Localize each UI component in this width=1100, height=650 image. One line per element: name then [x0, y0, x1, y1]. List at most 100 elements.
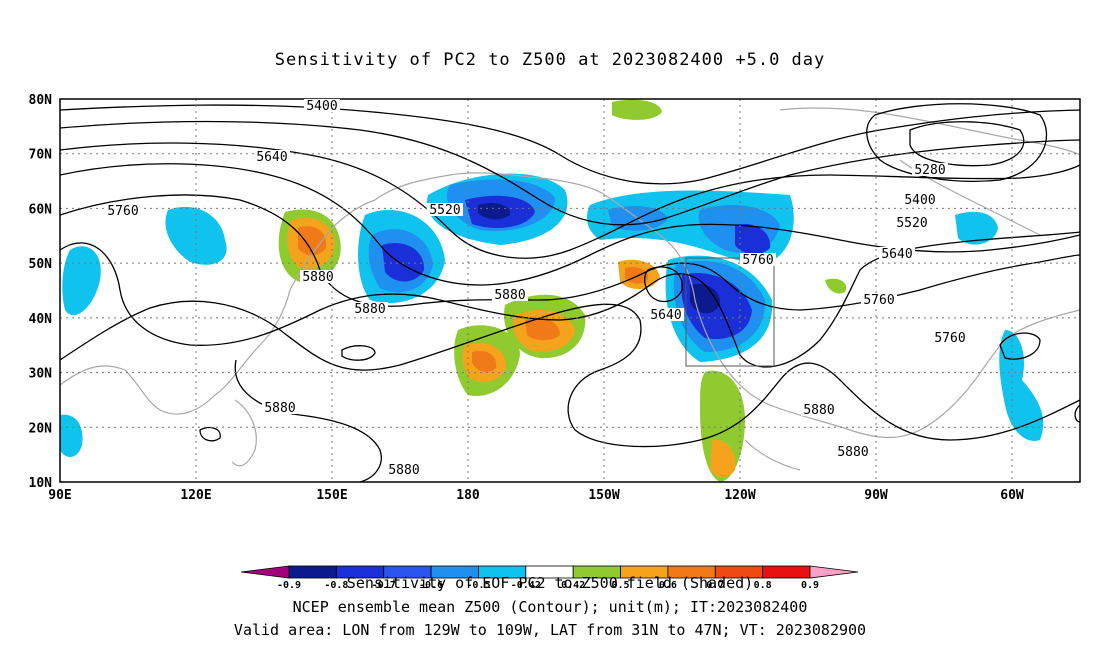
contour-label: 5760: [934, 331, 965, 346]
lat-tick-labels: 80N 70N 60N 50N 40N 30N 20N 10N: [29, 93, 53, 491]
contour-line: [60, 194, 1080, 311]
contour-label: 5760: [107, 204, 138, 219]
lat-tick-label: 60N: [29, 202, 53, 217]
contour-line: [999, 332, 1041, 360]
coast-arctic: [779, 107, 1080, 156]
colorbar-tick-label: -0.9: [277, 580, 301, 591]
lon-tick-label: 90W: [864, 488, 888, 503]
chart-title: Sensitivity of PC2 to Z500 at 2023082400…: [274, 50, 826, 70]
caption-line-1: Sensitivity of EOF PC2 to Z500 field (Sh…: [346, 574, 754, 592]
contour-line: [1074, 404, 1080, 423]
colorbar-tick-label: -0.8: [324, 580, 348, 591]
contour-line: [60, 163, 1080, 286]
shade-patch: [472, 350, 497, 372]
caption-line-3: Valid area: LON from 129W to 109W, LAT f…: [233, 621, 867, 639]
contour-label-bg: [912, 163, 948, 176]
contour-label: 5880: [354, 302, 385, 317]
contour-label: 5880: [494, 288, 525, 303]
contour-label-bg: [894, 216, 930, 229]
lon-tick-label: 180: [456, 488, 480, 503]
contour-label-bg: [835, 445, 871, 458]
contour-labels: 5400 5640 5760 5520 5280 5400 5520 5640 5760 5880…: [105, 99, 968, 478]
contour-label-bg: [861, 293, 897, 306]
shade-patch: [60, 414, 83, 457]
contour-label: 5400: [904, 193, 935, 208]
shade-patch: [735, 223, 771, 255]
contour-label-bg: [932, 331, 968, 344]
contour-label: 5760: [742, 253, 773, 268]
contour-label: 5760: [863, 293, 894, 308]
shade-patch: [955, 211, 998, 245]
colorbar-arrow-right: [809, 565, 859, 579]
lat-tick-label: 80N: [29, 93, 53, 108]
contour-line: [909, 121, 1025, 167]
shade-patch: [478, 203, 511, 220]
contour-label-bg: [801, 403, 837, 416]
contour-label: 5880: [264, 401, 295, 416]
shade-patch: [165, 206, 227, 265]
contour-label: 5280: [914, 163, 945, 178]
coast-central-america: [744, 439, 801, 471]
shade-patch: [612, 99, 662, 120]
lon-tick-label: 150E: [316, 488, 347, 503]
shade-patch: [298, 226, 327, 256]
valid-area-box: [685, 257, 775, 367]
contour-label-bg: [105, 204, 141, 217]
coast-americas: [374, 172, 1080, 439]
contour-line: [60, 120, 1080, 226]
shade-patch: [710, 439, 736, 478]
contour-label: 5400: [306, 99, 337, 114]
lon-tick-label: 150W: [588, 488, 619, 503]
shade-patch: [62, 246, 101, 316]
z500-contours: [60, 103, 1080, 482]
contour-label-bg: [740, 253, 776, 266]
contour-line: [866, 103, 1048, 182]
colorbar-tick-label: -0.5: [466, 580, 490, 591]
contour-label: 5880: [302, 270, 333, 285]
map-frame: [59, 98, 1081, 483]
contour-label-bg: [427, 203, 463, 216]
shade-patch: [825, 278, 847, 294]
contour-label: 5640: [256, 150, 287, 165]
lon-tick-labels: 90E 120E 150E 180 150W 120W 90W 60W: [48, 488, 1024, 503]
contour-line: [643, 266, 683, 303]
lat-tick-label: 70N: [29, 148, 53, 163]
lon-tick-label: 60W: [1000, 488, 1024, 503]
colorbar-tick-label: -0.42: [511, 580, 541, 591]
contour-label-bg: [648, 308, 684, 321]
colorbar-tick-label: 0.9: [801, 580, 819, 591]
contour-label-bg: [492, 288, 528, 301]
lon-tick-label: 90E: [48, 488, 71, 503]
contour-label-bg: [352, 302, 388, 315]
contour-line: [60, 142, 1080, 259]
colorbar-tick-label: -0.6: [419, 580, 443, 591]
shade-patch: [382, 242, 425, 282]
colorbar-tick-label: 0.6: [659, 580, 677, 591]
contour-line: [234, 359, 382, 482]
contour-line: [60, 300, 1080, 448]
shade-patch: [999, 330, 1044, 441]
colorbar: -0.9 -0.8 -0.7 -0.6 -0.5 -0.42 0.42 0.5 0.6 0.7 0.…: [240, 565, 859, 591]
colorbar-tick-label: 0.7: [706, 580, 724, 591]
caption-line-2: NCEP ensemble mean Z500 (Contour); unit(…: [292, 598, 808, 616]
lat-tick-label: 10N: [29, 476, 53, 491]
contour-line: [341, 345, 376, 361]
contour-line: [60, 104, 1080, 185]
sensitivity-shading: [60, 99, 1044, 482]
colorbar-tick-label: -0.7: [372, 580, 396, 591]
contour-label: 5880: [388, 463, 419, 478]
contour-label: 5640: [881, 247, 912, 262]
contour-label: 5520: [429, 203, 460, 218]
colorbar-tick-label: 0.42: [561, 580, 585, 591]
contour-label-bg: [262, 401, 298, 414]
shade-patch: [690, 283, 721, 314]
shade-patch: [525, 318, 560, 341]
lat-tick-label: 50N: [29, 257, 53, 272]
lon-tick-label: 120E: [180, 488, 211, 503]
contour-label-bg: [300, 270, 336, 283]
contour-label: 5880: [837, 445, 868, 460]
lat-tick-label: 20N: [29, 421, 53, 436]
contour-line: [60, 231, 1080, 368]
contour-label: 5520: [896, 216, 927, 231]
